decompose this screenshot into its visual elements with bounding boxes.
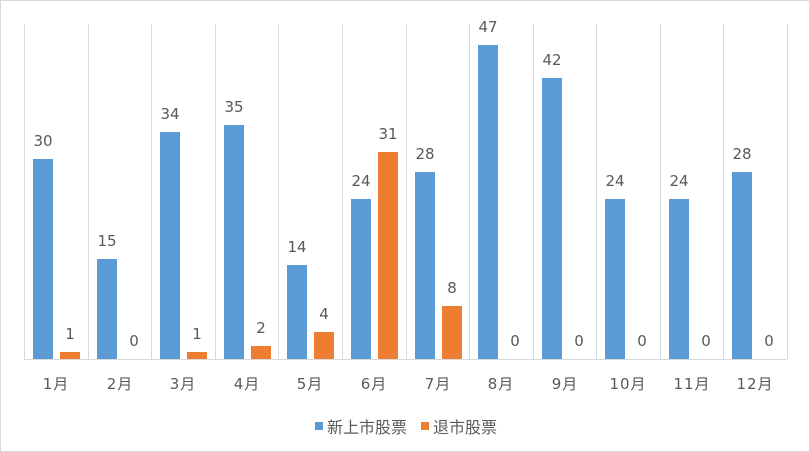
legend-item-new-listings: 新上市股票 xyxy=(314,414,407,438)
data-label: 8 xyxy=(447,279,457,297)
category-label: 1月 xyxy=(42,375,70,393)
data-label: 2 xyxy=(256,319,266,337)
x-axis-line xyxy=(24,359,787,360)
data-label: 47 xyxy=(478,18,498,36)
data-label: 24 xyxy=(669,172,689,190)
category-label: 7月 xyxy=(424,375,452,393)
gridline xyxy=(88,24,89,359)
legend-label: 新上市股票 xyxy=(326,418,407,437)
bar-new-listings xyxy=(160,132,180,359)
plot-area: 30 1 15 0 34 1 35 2 14 4 24 31 28 8 47 0 42 0 24 0 24 0 28 0 xyxy=(24,18,788,360)
gridline xyxy=(342,24,343,359)
data-label: 24 xyxy=(351,172,371,190)
gridline xyxy=(660,24,661,359)
data-label: 24 xyxy=(605,172,625,190)
bar-delisted xyxy=(251,346,271,359)
data-label: 0 xyxy=(701,332,711,350)
data-label: 42 xyxy=(542,51,562,69)
category-label: 3月 xyxy=(169,375,197,393)
data-label: 28 xyxy=(732,145,752,163)
legend-label: 退市股票 xyxy=(433,418,498,437)
category-label: 10月 xyxy=(609,375,647,393)
data-label: 31 xyxy=(378,125,398,143)
bar-delisted xyxy=(314,332,334,359)
category-label: 11月 xyxy=(673,375,711,393)
gridline xyxy=(469,24,470,359)
gridline xyxy=(596,24,597,359)
bar-new-listings xyxy=(732,172,752,359)
category-label: 5月 xyxy=(296,375,324,393)
gridline xyxy=(215,24,216,359)
bar-delisted xyxy=(187,352,207,359)
data-label: 0 xyxy=(637,332,647,350)
legend-item-delisted: 退市股票 xyxy=(421,414,497,438)
category-label: 9月 xyxy=(551,375,579,393)
gridline xyxy=(24,24,25,359)
category-label: 8月 xyxy=(487,375,515,393)
data-label: 35 xyxy=(224,98,244,116)
data-label: 14 xyxy=(287,238,307,256)
data-label: 1 xyxy=(192,325,202,343)
bar-new-listings xyxy=(478,45,498,359)
bar-delisted xyxy=(60,352,80,359)
legend: 新上市股票 退市股票 xyxy=(1,414,810,438)
bar-new-listings xyxy=(33,159,53,359)
category-label: 2月 xyxy=(106,375,134,393)
gridline xyxy=(723,24,724,359)
gridline xyxy=(151,24,152,359)
bar-delisted xyxy=(442,306,462,359)
gridline xyxy=(406,24,407,359)
legend-swatch-orange xyxy=(421,422,429,430)
bar-new-listings xyxy=(669,199,689,359)
bar-new-listings xyxy=(287,265,307,359)
gridline xyxy=(533,24,534,359)
data-label: 0 xyxy=(574,332,584,350)
category-label: 4月 xyxy=(233,375,261,393)
gridline xyxy=(278,24,279,359)
data-label: 0 xyxy=(510,332,520,350)
data-label: 15 xyxy=(97,232,117,250)
data-label: 4 xyxy=(319,305,329,323)
bar-delisted xyxy=(378,152,398,359)
gridline xyxy=(787,24,788,359)
bar-new-listings xyxy=(415,172,435,359)
bar-new-listings xyxy=(605,199,625,359)
data-label: 34 xyxy=(160,105,180,123)
category-label: 12月 xyxy=(736,375,774,393)
data-label: 30 xyxy=(33,132,53,150)
bar-new-listings xyxy=(351,199,371,359)
category-label: 6月 xyxy=(360,375,388,393)
data-label: 1 xyxy=(65,325,75,343)
bar-new-listings xyxy=(97,259,117,359)
data-label: 0 xyxy=(129,332,139,350)
bar-new-listings xyxy=(542,78,562,359)
data-label: 28 xyxy=(415,145,435,163)
bar-new-listings xyxy=(224,125,244,359)
data-label: 0 xyxy=(764,332,774,350)
legend-swatch-blue xyxy=(314,422,323,430)
